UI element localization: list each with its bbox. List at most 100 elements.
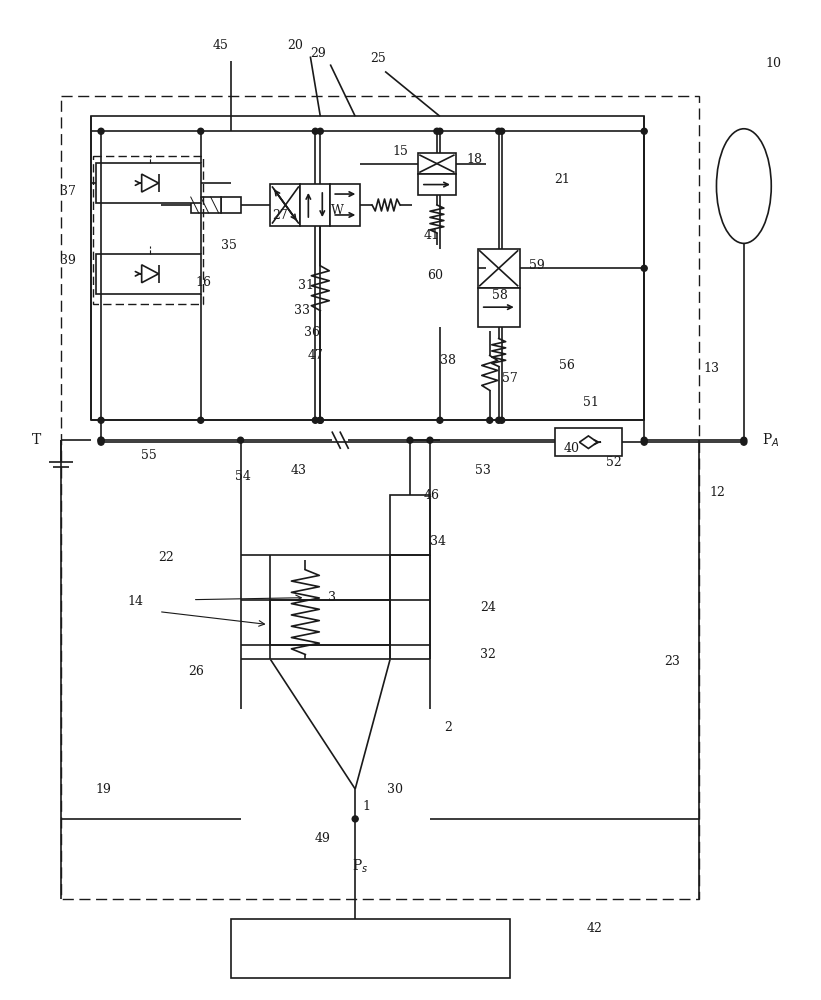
Text: 14: 14: [128, 595, 144, 608]
Text: 21: 21: [554, 173, 571, 186]
Text: 16: 16: [195, 276, 212, 289]
Bar: [418, 174, 456, 195]
Bar: [221, 197, 241, 213]
Text: 57: 57: [502, 372, 517, 385]
Circle shape: [487, 417, 493, 423]
Text: 19: 19: [95, 783, 111, 796]
Text: 13: 13: [703, 362, 719, 375]
Text: T: T: [32, 433, 41, 447]
Text: 53: 53: [475, 464, 491, 477]
Circle shape: [198, 417, 204, 423]
Text: 15: 15: [392, 145, 408, 158]
Text: 49: 49: [314, 832, 330, 845]
Circle shape: [237, 437, 244, 443]
Circle shape: [317, 417, 323, 423]
Text: 34: 34: [430, 535, 446, 548]
Bar: [96, 254, 200, 294]
Circle shape: [496, 417, 502, 423]
Bar: [330, 184, 360, 226]
Bar: [554, 428, 622, 456]
Circle shape: [352, 816, 358, 822]
Text: 38: 38: [440, 354, 456, 367]
Text: 37: 37: [60, 185, 76, 198]
Text: 42: 42: [586, 922, 603, 935]
Text: 29: 29: [310, 47, 326, 60]
Text: P$_A$: P$_A$: [762, 432, 779, 449]
Text: 23: 23: [664, 655, 680, 668]
Text: 60: 60: [427, 269, 443, 282]
Text: 32: 32: [479, 648, 496, 661]
Circle shape: [407, 437, 413, 443]
Text: 36: 36: [305, 326, 320, 339]
Text: 43: 43: [291, 464, 306, 477]
Text: 59: 59: [529, 259, 544, 272]
Circle shape: [437, 417, 443, 423]
Text: 54: 54: [235, 470, 250, 483]
Bar: [478, 249, 520, 288]
Text: 56: 56: [558, 359, 575, 372]
Circle shape: [741, 439, 747, 445]
Text: 25: 25: [370, 52, 386, 65]
Circle shape: [496, 128, 502, 134]
Circle shape: [434, 128, 440, 134]
Ellipse shape: [717, 129, 771, 243]
Circle shape: [317, 128, 323, 134]
Circle shape: [741, 437, 747, 443]
Text: 45: 45: [213, 39, 228, 52]
Text: 12: 12: [709, 486, 725, 499]
Circle shape: [641, 439, 647, 445]
Text: 58: 58: [492, 289, 507, 302]
Text: 30: 30: [387, 783, 403, 796]
Circle shape: [98, 439, 104, 445]
Circle shape: [641, 128, 647, 134]
Text: 47: 47: [307, 349, 323, 362]
Text: 2: 2: [444, 721, 452, 734]
Text: 39: 39: [60, 254, 76, 267]
Circle shape: [312, 128, 319, 134]
Circle shape: [198, 128, 204, 134]
Text: 3: 3: [328, 591, 337, 604]
Text: 27: 27: [273, 209, 288, 222]
Text: P$_s$: P$_s$: [352, 858, 369, 875]
Circle shape: [98, 437, 104, 443]
Text: 46: 46: [424, 489, 440, 502]
Bar: [270, 600, 390, 645]
Text: 55: 55: [141, 449, 157, 462]
Bar: [190, 197, 221, 213]
Text: 31: 31: [298, 279, 314, 292]
Text: 52: 52: [607, 456, 622, 469]
Bar: [62, 96, 699, 899]
Text: 41: 41: [424, 229, 440, 242]
Text: 26: 26: [188, 665, 204, 678]
Bar: [300, 184, 330, 226]
Bar: [91, 116, 644, 420]
Text: 18: 18: [467, 153, 483, 166]
Text: 33: 33: [295, 304, 310, 317]
Circle shape: [641, 265, 647, 271]
Text: 35: 35: [221, 239, 236, 252]
Circle shape: [641, 437, 647, 443]
Bar: [93, 156, 203, 304]
Text: 40: 40: [563, 442, 580, 455]
Circle shape: [98, 128, 104, 134]
Circle shape: [317, 417, 323, 423]
Bar: [96, 163, 200, 203]
Bar: [418, 153, 456, 174]
Text: 51: 51: [584, 396, 599, 409]
Circle shape: [312, 417, 319, 423]
Text: 10: 10: [766, 57, 782, 70]
Text: 24: 24: [479, 601, 496, 614]
Text: 1: 1: [362, 800, 370, 813]
Text: 22: 22: [158, 551, 174, 564]
Bar: [478, 288, 520, 327]
Text: 20: 20: [287, 39, 303, 52]
Circle shape: [427, 437, 433, 443]
Circle shape: [437, 128, 443, 134]
Bar: [390, 495, 430, 555]
Circle shape: [498, 128, 505, 134]
Circle shape: [98, 437, 104, 443]
Circle shape: [498, 417, 505, 423]
Circle shape: [98, 417, 104, 423]
Text: W: W: [331, 204, 344, 217]
Bar: [231, 919, 510, 978]
